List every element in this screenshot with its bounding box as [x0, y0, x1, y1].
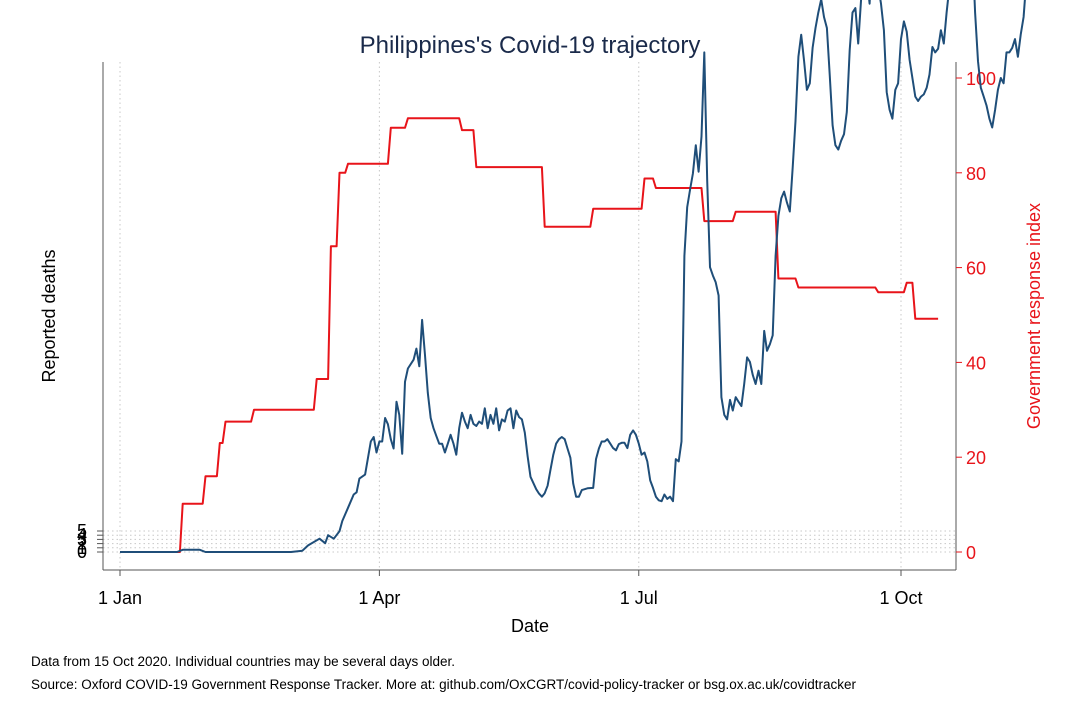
right-tick-label: 20 [966, 448, 986, 468]
left-tick-label: 0 [77, 542, 87, 562]
footnote-data-date: Data from 15 Oct 2020. Individual countr… [31, 654, 455, 669]
grid [103, 62, 956, 570]
right-tick-label: 0 [966, 543, 976, 563]
x-axis-label: Date [511, 616, 549, 636]
government-response-index-line [120, 117, 939, 553]
right-axis-label: Government response index [1024, 203, 1044, 429]
right-tick-label: 40 [966, 353, 986, 373]
right-tick-label: 100 [966, 69, 996, 89]
x-tick-label: 1 Jul [620, 588, 658, 608]
axes [102, 62, 957, 571]
reported-deaths-line [120, 0, 1026, 553]
right-tick-label: 80 [966, 164, 986, 184]
series [120, 0, 1026, 553]
x-tick-label: 1 Jan [98, 588, 142, 608]
left-tick-label: 3 [77, 529, 87, 549]
chart-title: Philippines's Covid-19 trajectory [360, 32, 701, 59]
left-tick-label: 1 [77, 538, 87, 558]
x-tick-label: 1 Apr [358, 588, 400, 608]
footnote-source: Source: Oxford COVID-19 Government Respo… [31, 677, 857, 692]
left-tick-label: 5 [77, 521, 87, 541]
left-tick-label: 2 [77, 534, 87, 554]
right-tick-label: 60 [966, 259, 986, 279]
left-tick-label: 4 [77, 525, 87, 545]
x-tick-label: 1 Oct [879, 588, 922, 608]
left-axis-label: Reported deaths [39, 249, 59, 382]
